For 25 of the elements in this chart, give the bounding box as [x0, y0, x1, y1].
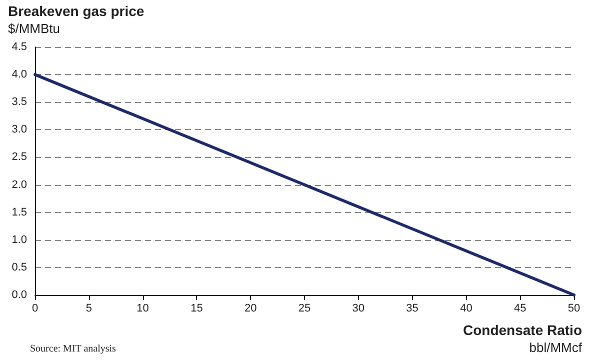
source-note: Source: MIT analysis [30, 344, 116, 354]
x-axis-title: Condensate Ratio bbl/MMcf [462, 322, 582, 355]
x-tick-label: 40 [460, 302, 472, 314]
y-tick-label: 2.0 [12, 178, 27, 191]
x-tick-label: 25 [298, 302, 311, 314]
y-tick-label: 0.5 [12, 261, 27, 274]
x-tick-label: 10 [136, 302, 149, 314]
x-tick-label: 50 [568, 302, 580, 314]
y-tick-label: 3.0 [12, 124, 27, 136]
y-tick-label: 2.5 [12, 151, 27, 164]
x-tick-label: 20 [244, 302, 257, 314]
x-tick-label: 5 [86, 302, 92, 314]
y-tick-label: 0.0 [12, 289, 27, 301]
y-tick-label: 1.0 [12, 234, 27, 246]
x-tick-label: 45 [514, 302, 526, 314]
y-tick-label: 4.5 [12, 41, 27, 53]
x-tick-label: 35 [406, 302, 418, 314]
y-tick-label: 1.5 [12, 206, 27, 218]
x-tick-label: 15 [190, 302, 203, 314]
x-tick-label: 0 [32, 302, 38, 314]
y-tick-label: 4.0 [12, 68, 27, 81]
y-axis-title: $/MMBtu [8, 21, 60, 36]
chart-title: Breakeven gas price [8, 3, 144, 19]
x-tick-label: 30 [352, 302, 365, 314]
y-tick-label: 3.5 [12, 96, 27, 108]
